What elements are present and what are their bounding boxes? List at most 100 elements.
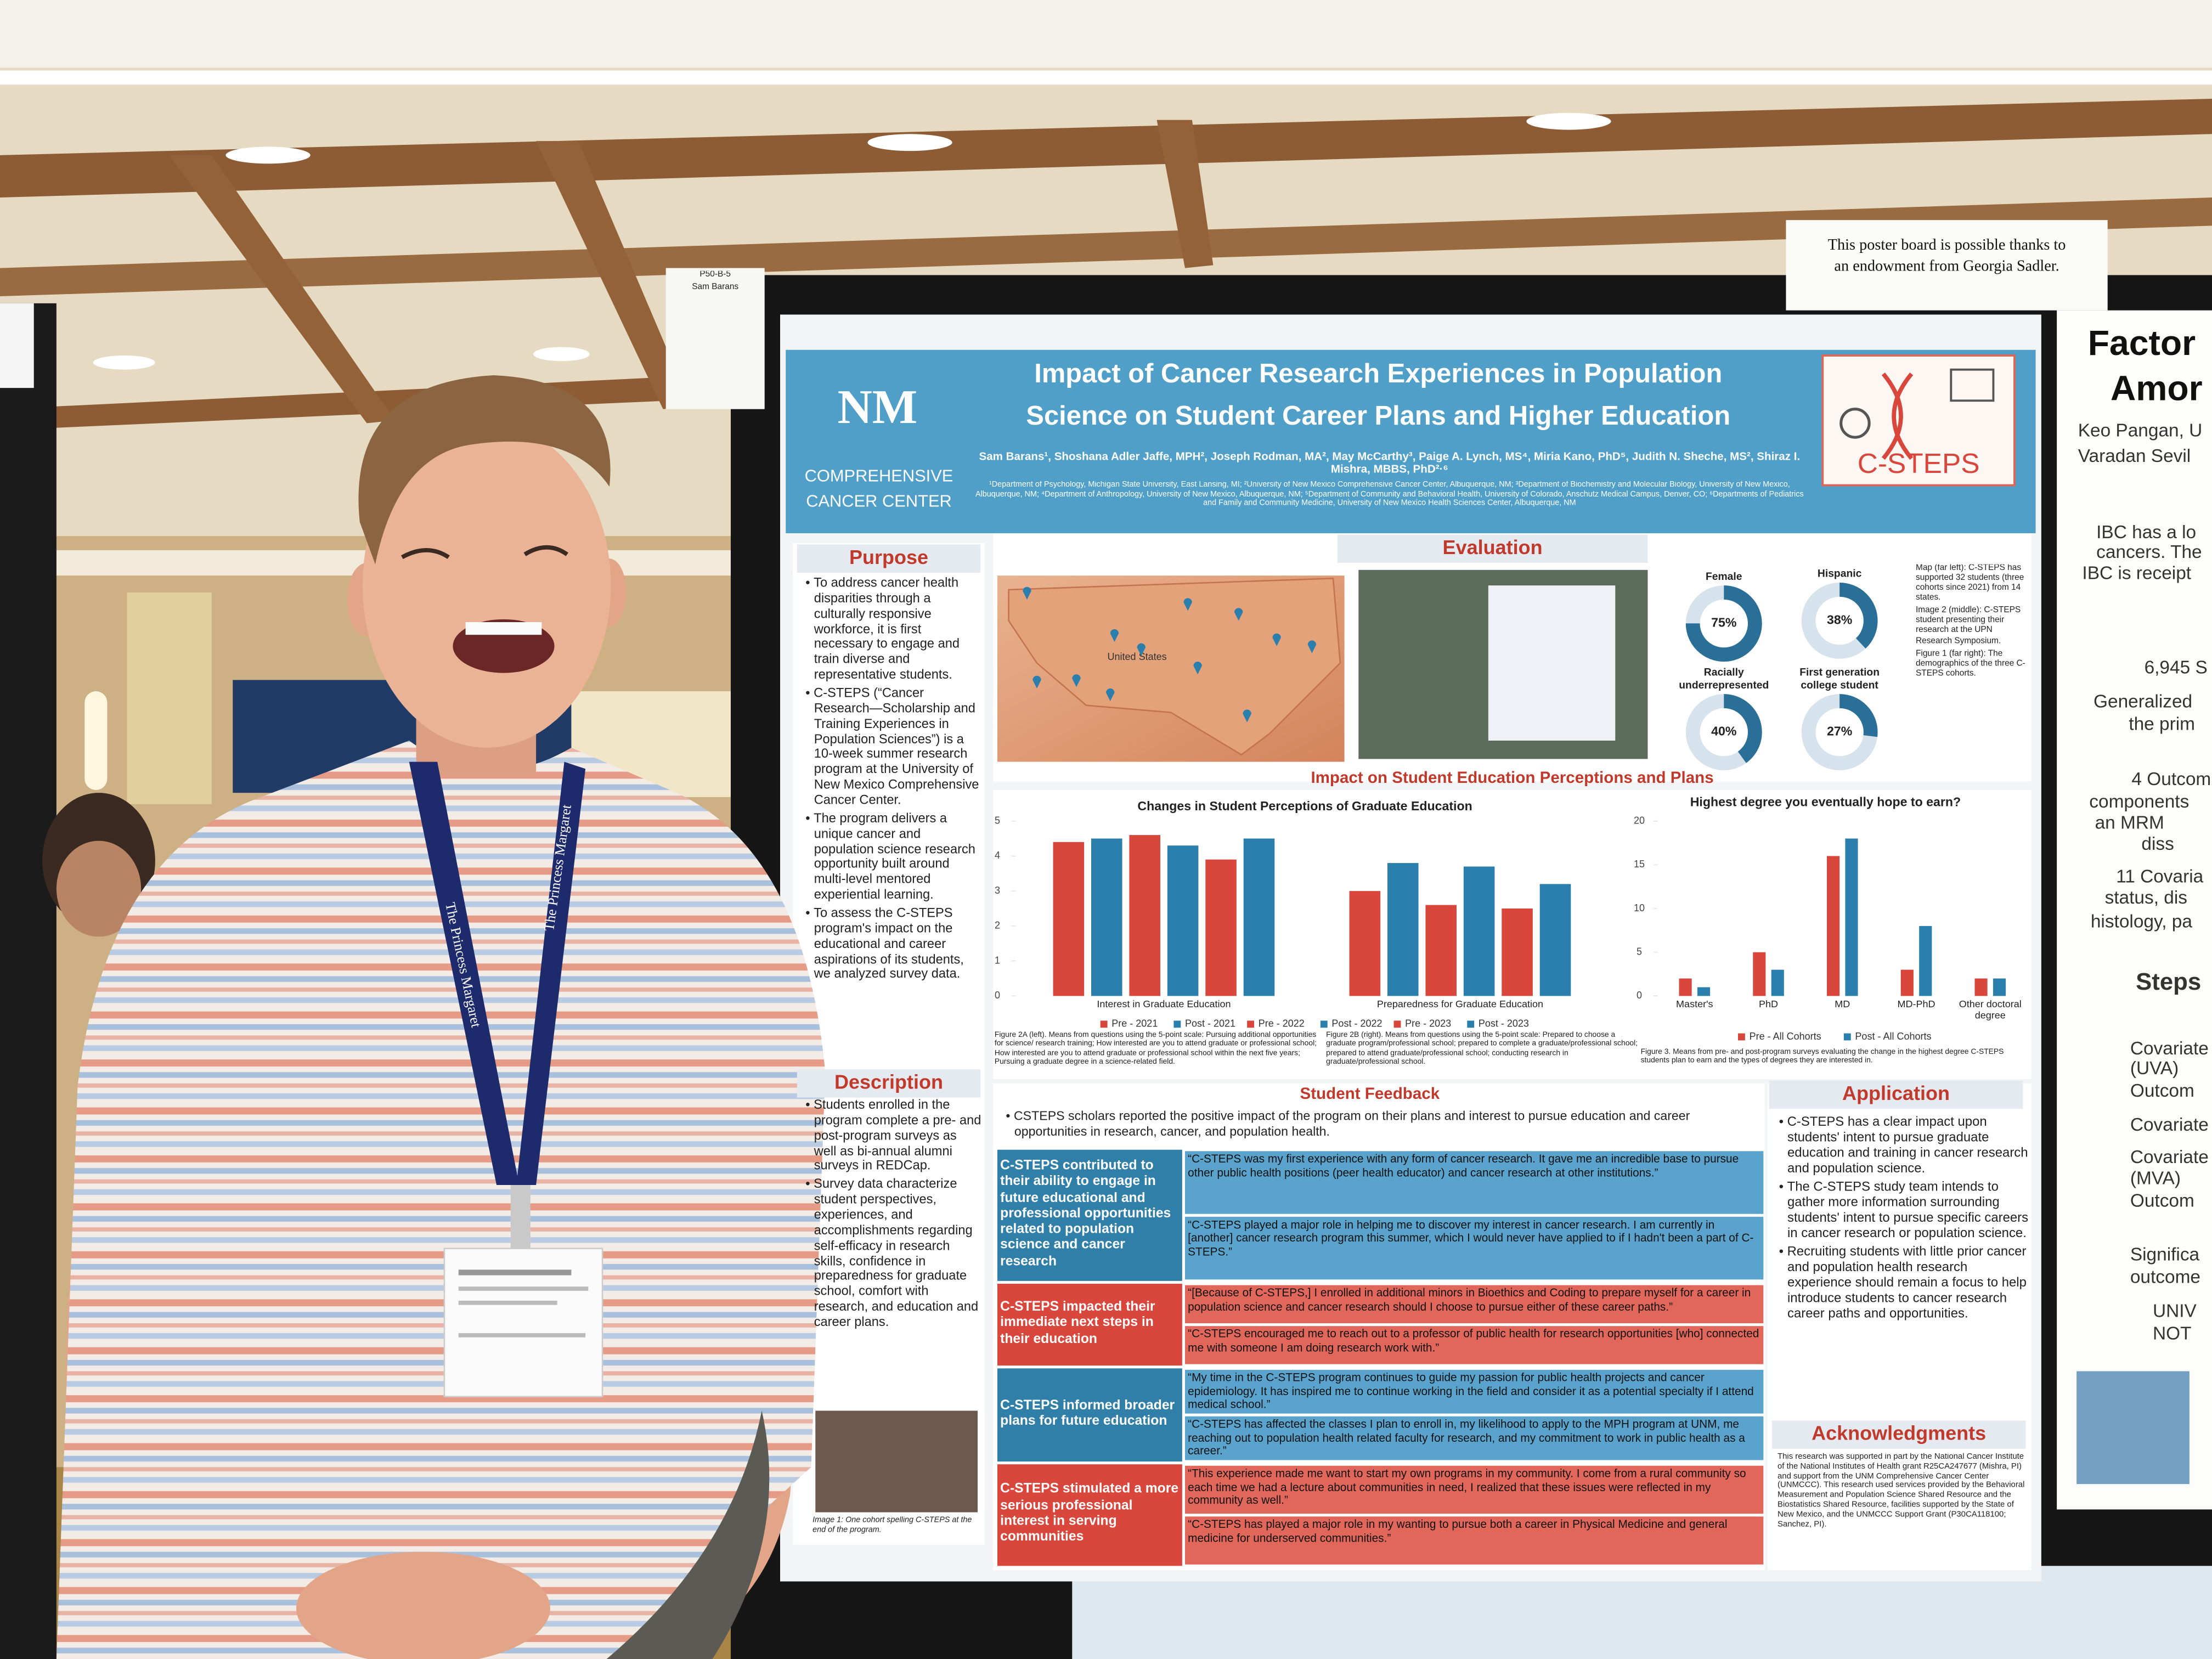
neighbor-text: Varadan Sevil bbox=[2078, 446, 2191, 466]
theme-label-box: C-STEPS impacted their immediate next st… bbox=[1000, 1299, 1155, 1346]
donut-label: 40% bbox=[1711, 724, 1736, 738]
bar bbox=[1349, 891, 1381, 996]
bar bbox=[1463, 866, 1495, 996]
purpose-bullet-block: To address cancer health disparities thr… bbox=[804, 575, 982, 982]
demographic-label-box: First generation college student bbox=[1799, 667, 1880, 692]
neighbor-text: components bbox=[2089, 792, 2189, 812]
section-heading-bg bbox=[797, 1069, 981, 1098]
map-pin bbox=[1072, 674, 1081, 687]
bar bbox=[1502, 909, 1533, 996]
demographic-label: Female bbox=[1706, 570, 1742, 583]
logo-mark: NM bbox=[838, 380, 918, 433]
quote: “My time in the C-STEPS program continue… bbox=[1188, 1371, 1754, 1411]
y-tick-label: 2 bbox=[995, 920, 1000, 931]
authors-block: Sam Barans¹, Shoshana Adler Jaffe, MPH²,… bbox=[973, 450, 1805, 477]
figure-caption-block: Figure 3. Means from pre- and post-progr… bbox=[1641, 1048, 2029, 1066]
donut-label: 38% bbox=[1827, 613, 1852, 627]
board-tag-text: Sam Barans bbox=[692, 284, 739, 292]
quote-block: “C-STEPS was my first experience with an… bbox=[1188, 1153, 1760, 1180]
quote-block: “C-STEPS encouraged me to reach out to a… bbox=[1188, 1328, 1760, 1355]
figure-caption-box: Figure 2A (left). Means from questions u… bbox=[995, 1031, 1319, 1068]
neighbor-text: the prim bbox=[2129, 714, 2195, 735]
program-logo-box bbox=[1821, 354, 2016, 487]
neighbor-text: Outcom bbox=[2130, 1191, 2194, 1211]
bar bbox=[1827, 856, 1840, 996]
acknowledgments-text: This research was supported in part by t… bbox=[1778, 1453, 2025, 1529]
sponsor-text: This poster board is possible thanks to bbox=[1827, 237, 2066, 254]
demographic-label-block: Racially underrepresented bbox=[1667, 667, 1780, 695]
figure-caption: Figure 2B (right). Means from questions … bbox=[1326, 1031, 1638, 1067]
bar bbox=[1129, 835, 1160, 996]
evaluation-caption: Map (far left): C-STEPS has supported 32… bbox=[1916, 564, 2024, 603]
section-heading-bg bbox=[1771, 1420, 2026, 1449]
demographic-label: First generation college student bbox=[1799, 667, 1880, 692]
y-tick-label: 4 bbox=[995, 850, 1000, 861]
section-heading-bg bbox=[1337, 534, 1648, 563]
neighbor-text: 4 Outcom bbox=[2131, 769, 2211, 789]
section-heading: Impact on Student Education Perceptions … bbox=[1311, 769, 1713, 787]
demographic-label-box: Female bbox=[1706, 570, 1742, 583]
y-tick-label: 3 bbox=[995, 885, 1000, 896]
bar bbox=[1205, 859, 1237, 996]
y-tick-label: 1 bbox=[995, 955, 1000, 966]
demographic-label-box: Racially underrepresented bbox=[1667, 667, 1780, 695]
neighbor-text: Covariate bbox=[2130, 1115, 2209, 1135]
legend-label: Post - All Cohorts bbox=[1855, 1031, 1931, 1042]
quote: “This experience made me want to start m… bbox=[1188, 1467, 1746, 1507]
bar bbox=[1845, 838, 1858, 996]
donut-arc bbox=[1801, 694, 1878, 771]
authors-box: Sam Barans¹, Shoshana Adler Jaffe, MPH²,… bbox=[973, 450, 1805, 477]
section-heading-bg bbox=[1769, 1080, 2023, 1109]
beam bbox=[1156, 120, 1214, 268]
figure-caption-block: Figure 2B (right). Means from questions … bbox=[1326, 1031, 1644, 1068]
description-bullet-block: Students enrolled in the program complet… bbox=[804, 1098, 982, 1330]
quote-box: “C-STEPS played a major role in helping … bbox=[1188, 1218, 1753, 1257]
bystander-face bbox=[56, 840, 142, 937]
section-heading: Application bbox=[1842, 1082, 1950, 1104]
neighbor-text: Keo Pangan, U bbox=[2078, 421, 2203, 441]
map-label: United States bbox=[1108, 651, 1167, 662]
neighbor-text: (MVA) bbox=[2130, 1169, 2181, 1189]
neighbor-text: 6,945 S bbox=[2145, 658, 2208, 678]
x-tick-label-box: Preparedness for Graduate Education bbox=[1377, 1000, 1543, 1010]
quote: “C-STEPS has played a major role in my w… bbox=[1188, 1517, 1728, 1544]
figure-caption-block: Figure 2A (left). Means from questions u… bbox=[995, 1031, 1319, 1068]
bar bbox=[1919, 926, 1932, 996]
poster-title: Impact of Cancer Research Experiences in… bbox=[1034, 359, 1722, 388]
x-tick-label-block: MD bbox=[1805, 1000, 1880, 1012]
feedback-intro: CSTEPS scholars reported the positive im… bbox=[1005, 1109, 1755, 1139]
ceiling-light bbox=[1526, 112, 1611, 130]
demographic-label: Racially underrepresented bbox=[1679, 667, 1769, 692]
bar bbox=[1091, 838, 1122, 996]
ceiling-band bbox=[0, 0, 2212, 68]
sponsor-text-block: This poster board is possible thanks to a… bbox=[1789, 237, 2105, 276]
badge-line bbox=[458, 1286, 589, 1291]
quote: “C-STEPS was my first experience with an… bbox=[1188, 1152, 1739, 1179]
magnifier-icon bbox=[1839, 408, 1871, 439]
legend-label: Pre - 2021 bbox=[1111, 1018, 1158, 1029]
x-tick-label-block: Master's bbox=[1657, 1000, 1731, 1012]
dna-icon bbox=[1881, 372, 1914, 460]
board-tag bbox=[665, 268, 765, 409]
lanyard bbox=[516, 761, 586, 1185]
bar bbox=[1053, 842, 1085, 996]
light-strip bbox=[0, 70, 2212, 85]
acknowledgments-text-box: This research was supported in part by t… bbox=[1778, 1453, 2025, 1529]
purpose-bullet: C-STEPS (“Cancer Research—Scholarship an… bbox=[804, 686, 982, 808]
neighbor-text: histology, pa bbox=[2091, 912, 2193, 932]
bar bbox=[1167, 845, 1199, 996]
sconce bbox=[84, 691, 108, 790]
quote-box: “This experience made me want to start m… bbox=[1188, 1467, 1746, 1507]
photo-caption-block: Image 1: One cohort spelling C-STEPS at … bbox=[812, 1516, 985, 1535]
map-pin bbox=[1243, 709, 1251, 723]
pants bbox=[606, 1410, 770, 1659]
demographic-label-block: Hispanic bbox=[1783, 556, 1896, 584]
map-pin bbox=[1137, 643, 1146, 656]
board-tag-text-box: P50-B-5 Sam Barans bbox=[692, 271, 739, 292]
neighbor-text: diss bbox=[2141, 834, 2174, 854]
authors: Sam Barans¹, Shoshana Adler Jaffe, MPH²,… bbox=[979, 450, 1801, 476]
application-bullet: Recruiting students with little prior ca… bbox=[1778, 1244, 2029, 1321]
sponsor-sign bbox=[1786, 220, 2108, 311]
map-land bbox=[1008, 577, 1341, 756]
map-pin bbox=[1110, 629, 1119, 642]
